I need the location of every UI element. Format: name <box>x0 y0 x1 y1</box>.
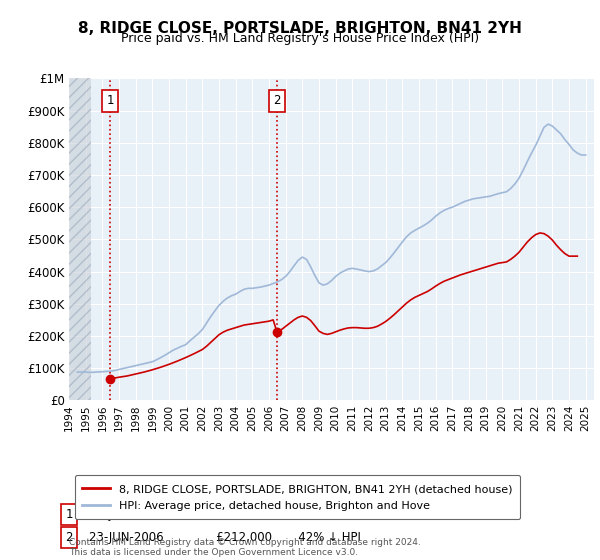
Text: 2: 2 <box>273 95 281 108</box>
Bar <box>69 78 91 400</box>
Text: 24-JUN-1996              £67,000         33% ↓ HPI: 24-JUN-1996 £67,000 33% ↓ HPI <box>74 508 361 521</box>
Legend: 8, RIDGE CLOSE, PORTSLADE, BRIGHTON, BN41 2YH (detached house), HPI: Average pri: 8, RIDGE CLOSE, PORTSLADE, BRIGHTON, BN4… <box>74 475 520 519</box>
Text: 23-JUN-2006              £212,000       42% ↓ HPI: 23-JUN-2006 £212,000 42% ↓ HPI <box>74 531 361 544</box>
Text: Price paid vs. HM Land Registry's House Price Index (HPI): Price paid vs. HM Land Registry's House … <box>121 32 479 45</box>
Text: Contains HM Land Registry data © Crown copyright and database right 2024.
This d: Contains HM Land Registry data © Crown c… <box>69 538 421 557</box>
Text: 8, RIDGE CLOSE, PORTSLADE, BRIGHTON, BN41 2YH: 8, RIDGE CLOSE, PORTSLADE, BRIGHTON, BN4… <box>78 21 522 36</box>
Text: 2: 2 <box>65 531 73 544</box>
Text: 1: 1 <box>65 508 73 521</box>
Text: 1: 1 <box>107 95 114 108</box>
